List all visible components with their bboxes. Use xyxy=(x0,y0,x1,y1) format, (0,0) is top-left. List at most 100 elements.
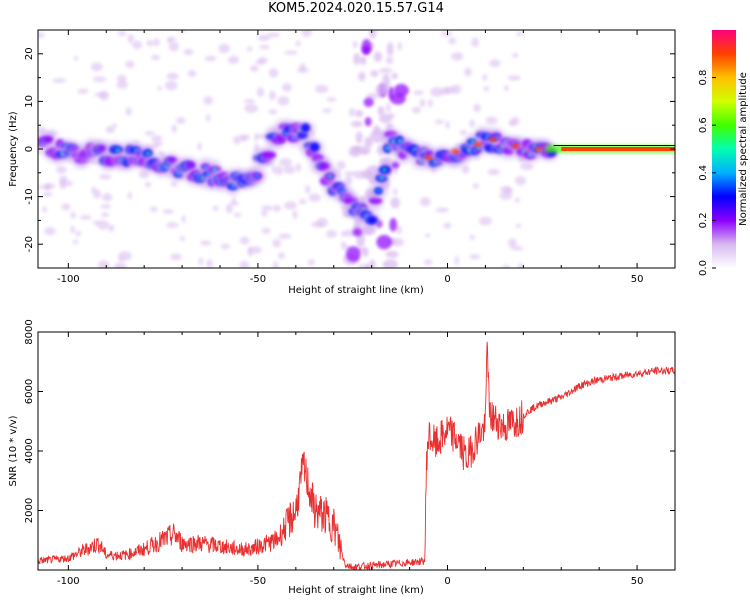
heatmap-cell xyxy=(116,80,129,89)
snr-xlabel: Height of straight line (km) xyxy=(288,585,424,596)
heatmap-cell xyxy=(379,113,392,124)
snr-y-ticks: 2000 4000 6000 8000 xyxy=(24,319,675,523)
heatmap-cell xyxy=(370,70,379,78)
heatmap-cell xyxy=(512,52,519,58)
heatmap-cell xyxy=(373,51,383,63)
heatmap-cell xyxy=(382,168,388,172)
heatmap-cell xyxy=(254,142,259,153)
heatmap-cell xyxy=(527,152,533,157)
heatmap-cell xyxy=(322,108,332,113)
heatmap-cell xyxy=(240,136,247,142)
heatmap-cell xyxy=(100,204,112,209)
snr-ytick-label: 2000 xyxy=(24,498,35,523)
heatmap-cell xyxy=(435,207,449,213)
heatmap-cell xyxy=(358,71,366,82)
heatmap-cell xyxy=(145,151,151,156)
heatmap-cell xyxy=(61,203,71,211)
heatmap-cell xyxy=(183,48,194,56)
heatmap-cell xyxy=(38,32,45,38)
heatmap-x-ticks: -100 -50 0 50 xyxy=(57,30,676,285)
heatmap-cell xyxy=(266,32,281,38)
heatmap-cell xyxy=(171,124,177,133)
heatmap-ytick-label: 0 xyxy=(24,146,35,152)
heatmap-cell xyxy=(204,55,217,62)
heatmap-cell xyxy=(308,193,321,202)
heatmap-cell xyxy=(316,217,328,228)
heatmap-cell xyxy=(151,135,163,143)
heatmap-cell xyxy=(376,234,393,250)
heatmap-cell xyxy=(72,239,79,245)
heatmap-cell xyxy=(443,222,451,229)
heatmap-cell xyxy=(164,80,178,91)
heatmap-cell xyxy=(198,257,204,266)
heatmap-cell xyxy=(212,205,219,211)
heatmap-cell xyxy=(38,126,47,135)
heatmap-cell xyxy=(115,148,121,152)
heatmap-cell xyxy=(205,114,211,122)
heatmap-cell xyxy=(168,41,180,52)
heatmap-hotspot xyxy=(534,147,543,151)
heatmap-cell xyxy=(79,215,92,220)
heatmap-cell xyxy=(38,150,43,155)
heatmap-cell xyxy=(444,86,456,94)
snr-series-line xyxy=(38,341,675,570)
heatmap-cell xyxy=(125,107,132,116)
heatmap-cell xyxy=(423,259,433,266)
snr-xtick-label: 0 xyxy=(444,576,450,587)
heatmap-cell xyxy=(516,31,523,37)
heatmap-cell xyxy=(385,250,399,258)
heatmap-cell xyxy=(116,74,127,83)
heatmap-cell xyxy=(125,60,135,68)
heatmap-cell xyxy=(93,76,107,83)
heatmap-cell xyxy=(112,123,118,128)
heatmap-cell xyxy=(377,106,385,116)
heatmap-cell xyxy=(127,33,135,44)
heatmap-cell xyxy=(318,162,330,171)
heatmap-cell xyxy=(299,63,306,71)
heatmap-cell xyxy=(254,174,260,178)
heatmap-cell xyxy=(98,260,110,268)
heatmap-cell xyxy=(344,171,357,176)
heatmap-cell xyxy=(448,37,457,45)
heatmap-cell xyxy=(291,136,297,141)
heatmap-cell xyxy=(351,120,363,128)
heatmap-cell xyxy=(70,211,76,219)
heatmap-cell xyxy=(469,234,475,240)
heatmap-cell xyxy=(244,103,258,114)
heatmap-cell xyxy=(502,264,510,268)
heatmap-cell xyxy=(92,189,102,199)
heatmap-cell xyxy=(133,140,141,145)
colorbar-ticks: 0.0 0.2 0.4 0.6 0.8 xyxy=(698,70,716,276)
heatmap-cell xyxy=(250,65,259,72)
heatmap-cell xyxy=(283,165,296,174)
heatmap-cell xyxy=(105,126,115,134)
heatmap-cell xyxy=(348,145,362,157)
heatmap-cell xyxy=(101,193,113,202)
heatmap-cell xyxy=(364,116,372,127)
heatmap-cell xyxy=(514,197,520,203)
heatmap-cell xyxy=(75,230,82,237)
heatmap-data xyxy=(38,30,675,268)
heatmap-cell xyxy=(114,262,127,268)
heatmap-cell xyxy=(454,255,459,266)
heatmap-cell xyxy=(279,158,292,167)
heatmap-cell xyxy=(352,40,358,49)
heatmap-cell xyxy=(73,56,79,61)
heatmap-cell xyxy=(483,85,489,92)
heatmap-cell xyxy=(254,132,259,142)
heatmap-cell xyxy=(326,97,337,102)
heatmap-cell xyxy=(397,41,402,51)
snr-xtick-label: -50 xyxy=(250,576,266,587)
heatmap-cell xyxy=(336,160,346,170)
colorbar-tick-label: 0.8 xyxy=(698,70,709,86)
heatmap-cell xyxy=(355,131,363,144)
heatmap-cell xyxy=(471,37,480,48)
heatmap-cell xyxy=(472,183,480,189)
heatmap-hotspot xyxy=(424,155,433,160)
heatmap-cell xyxy=(366,93,380,100)
heatmap-cell xyxy=(66,180,73,187)
heatmap-cell xyxy=(269,90,276,101)
heatmap-cell xyxy=(413,90,424,96)
